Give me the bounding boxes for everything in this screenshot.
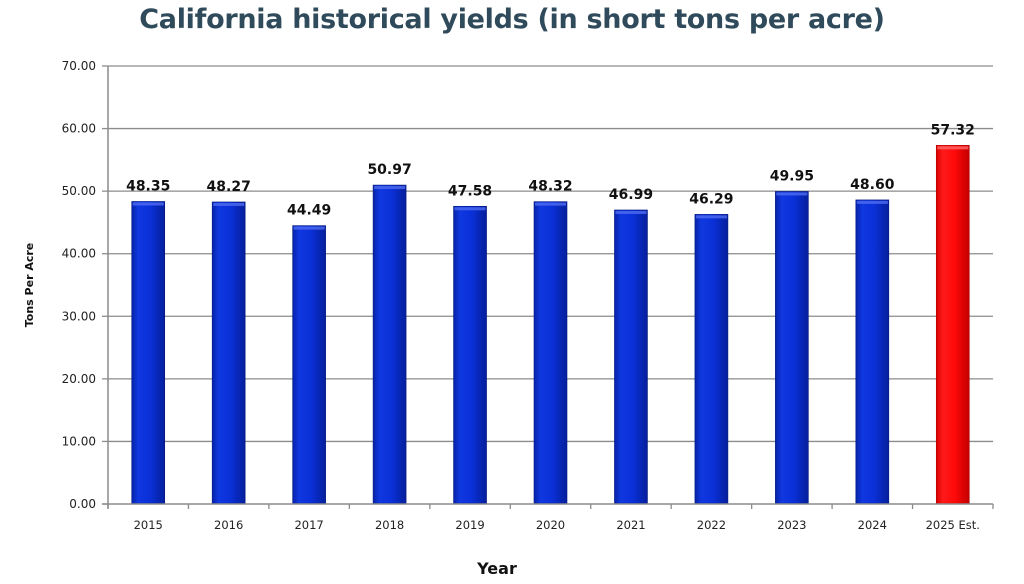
x-tick-label: 2022 <box>697 518 726 532</box>
x-tick-label: 2025 Est. <box>926 518 980 532</box>
x-tick-label: 2021 <box>616 518 645 532</box>
bar-group <box>614 209 648 505</box>
bar-highlight <box>937 146 969 150</box>
x-tick-label: 2015 <box>134 518 163 532</box>
x-tick-label: 2019 <box>455 518 484 532</box>
bar <box>292 225 326 505</box>
bar <box>131 201 166 505</box>
x-axis-title: Year <box>476 559 517 578</box>
bars <box>131 145 970 505</box>
labels: 0.00 10.00 20.00 30.00 40.00 50.00 60.00 70.00 4… <box>62 59 980 532</box>
chart-title: California historical yields (in short t… <box>139 4 885 35</box>
bar-group <box>533 201 568 505</box>
bar-highlight <box>213 202 245 206</box>
bar <box>694 214 729 505</box>
x-tick-label: 2023 <box>777 518 806 532</box>
value-label: 50.97 <box>367 162 411 178</box>
x-tick-label: 2018 <box>375 518 404 532</box>
bar <box>211 201 246 505</box>
bar-group <box>453 205 487 505</box>
bar-group <box>775 191 809 505</box>
value-label: 47.58 <box>448 183 492 199</box>
y-tick-label: 60.00 <box>62 122 96 136</box>
bar <box>614 209 648 505</box>
bar-highlight <box>132 202 164 206</box>
bar <box>453 205 487 505</box>
bar <box>855 199 890 505</box>
x-tick-label: 2016 <box>214 518 243 532</box>
bar-highlight <box>856 200 888 204</box>
y-tick-label: 40.00 <box>62 247 96 261</box>
bar-highlight <box>454 207 486 211</box>
bar-group <box>131 201 166 505</box>
bar-highlight <box>374 186 406 190</box>
value-label: 48.27 <box>207 179 251 195</box>
bar-group <box>211 201 246 505</box>
value-label: 57.32 <box>931 122 975 138</box>
y-tick-label: 70.00 <box>62 59 96 73</box>
value-label: 44.49 <box>287 203 331 219</box>
bar-group <box>855 199 890 505</box>
bar-highlight <box>776 192 808 196</box>
bar-highlight <box>615 210 647 214</box>
bar-group <box>694 214 729 505</box>
bar-group <box>372 184 407 505</box>
bar-highlight <box>695 215 727 219</box>
value-label: 49.95 <box>770 168 814 184</box>
y-tick-label: 20.00 <box>62 372 96 386</box>
axes <box>102 65 994 509</box>
bar <box>935 145 970 505</box>
value-label: 48.60 <box>850 177 895 193</box>
bar-highlight <box>293 226 325 230</box>
x-tick-label: 2024 <box>858 518 887 532</box>
value-label: 48.32 <box>528 179 572 195</box>
x-tick-label: 2020 <box>536 518 565 532</box>
y-tick-label: 0.00 <box>69 497 96 511</box>
y-tick-label: 50.00 <box>62 184 96 198</box>
bar <box>775 191 809 505</box>
value-label: 46.99 <box>609 187 653 203</box>
x-tick-label: 2017 <box>294 518 323 532</box>
value-label: 48.35 <box>126 178 170 194</box>
y-axis-title: Tons Per Acre <box>23 243 36 328</box>
bar-group <box>935 145 970 505</box>
y-tick-label: 10.00 <box>62 434 96 448</box>
bar <box>533 201 568 505</box>
value-label: 46.29 <box>689 191 733 207</box>
bar <box>372 184 407 505</box>
bar-group <box>292 225 326 505</box>
y-tick-label: 30.00 <box>62 309 96 323</box>
bar-highlight <box>535 202 566 206</box>
